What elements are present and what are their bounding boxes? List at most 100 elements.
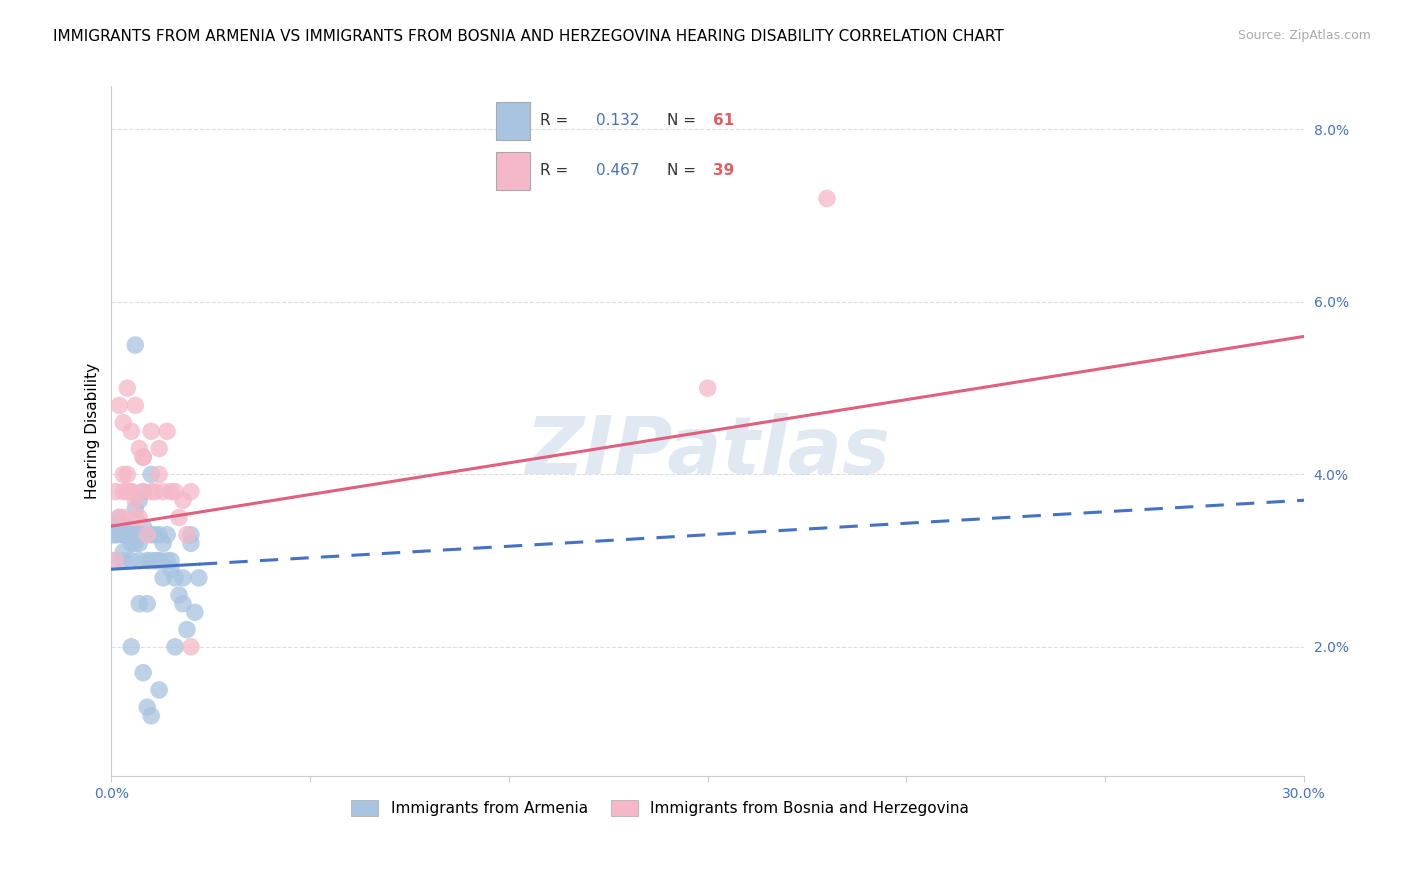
Point	[156, 553, 179, 567]
Point	[180, 484, 202, 499]
Point	[124, 398, 146, 412]
Point	[163, 640, 186, 654]
Point	[103, 527, 125, 541]
Point	[156, 424, 179, 438]
Point	[124, 527, 146, 541]
Point	[132, 527, 155, 541]
Point	[141, 424, 163, 438]
Point	[128, 527, 150, 541]
Point	[143, 527, 166, 541]
Point	[180, 640, 202, 654]
Point	[104, 519, 127, 533]
Point	[696, 381, 718, 395]
Point	[815, 191, 838, 205]
Point	[148, 553, 170, 567]
Point	[187, 571, 209, 585]
Point	[124, 527, 146, 541]
Point	[180, 536, 202, 550]
Point	[148, 553, 170, 567]
Point	[128, 510, 150, 524]
Point	[112, 545, 135, 559]
Point	[163, 571, 186, 585]
Point	[152, 571, 174, 585]
Point	[163, 484, 186, 499]
Point	[104, 484, 127, 499]
Point	[172, 493, 194, 508]
Point	[141, 467, 163, 482]
Point	[112, 484, 135, 499]
Point	[128, 536, 150, 550]
Point	[136, 527, 159, 541]
Point	[141, 484, 163, 499]
Point	[117, 484, 139, 499]
Point	[128, 597, 150, 611]
Legend: Immigrants from Armenia, Immigrants from Bosnia and Herzegovina: Immigrants from Armenia, Immigrants from…	[343, 792, 977, 823]
Y-axis label: Hearing Disability: Hearing Disability	[86, 363, 100, 500]
Point	[120, 424, 142, 438]
Point	[148, 467, 170, 482]
Point	[143, 553, 166, 567]
Point	[141, 708, 163, 723]
Point	[120, 527, 142, 541]
Point	[112, 527, 135, 541]
Point	[117, 527, 139, 541]
Point	[112, 519, 135, 533]
Point	[132, 665, 155, 680]
Point	[128, 442, 150, 456]
Point	[124, 493, 146, 508]
Point	[112, 510, 135, 524]
Point	[120, 553, 142, 567]
Point	[104, 553, 127, 567]
Point	[132, 484, 155, 499]
Point	[148, 682, 170, 697]
Point	[148, 442, 170, 456]
Point	[172, 597, 194, 611]
Point	[132, 450, 155, 464]
Point	[160, 562, 183, 576]
Point	[148, 527, 170, 541]
Text: ZIPatlas: ZIPatlas	[526, 413, 890, 491]
Point	[112, 416, 135, 430]
Point	[128, 493, 150, 508]
Point	[124, 501, 146, 516]
Point	[124, 510, 146, 524]
Point	[120, 484, 142, 499]
Point	[136, 553, 159, 567]
Point	[120, 484, 142, 499]
Point	[141, 527, 163, 541]
Point	[108, 519, 131, 533]
Point	[104, 527, 127, 541]
Point	[132, 519, 155, 533]
Point	[136, 700, 159, 714]
Point	[104, 553, 127, 567]
Point	[160, 553, 183, 567]
Point	[143, 484, 166, 499]
Point	[167, 510, 190, 524]
Point	[117, 519, 139, 533]
Point	[136, 597, 159, 611]
Point	[128, 553, 150, 567]
Point	[152, 484, 174, 499]
Point	[156, 527, 179, 541]
Point	[120, 640, 142, 654]
Point	[108, 398, 131, 412]
Point	[117, 381, 139, 395]
Point	[160, 484, 183, 499]
Point	[112, 467, 135, 482]
Point	[172, 571, 194, 585]
Point	[117, 467, 139, 482]
Point	[176, 623, 198, 637]
Point	[132, 484, 155, 499]
Point	[117, 527, 139, 541]
Point	[112, 553, 135, 567]
Text: Source: ZipAtlas.com: Source: ZipAtlas.com	[1237, 29, 1371, 42]
Point	[108, 527, 131, 541]
Point	[176, 527, 198, 541]
Point	[167, 588, 190, 602]
Point	[124, 536, 146, 550]
Point	[108, 510, 131, 524]
Point	[141, 553, 163, 567]
Point	[132, 450, 155, 464]
Point	[120, 536, 142, 550]
Point	[184, 605, 207, 619]
